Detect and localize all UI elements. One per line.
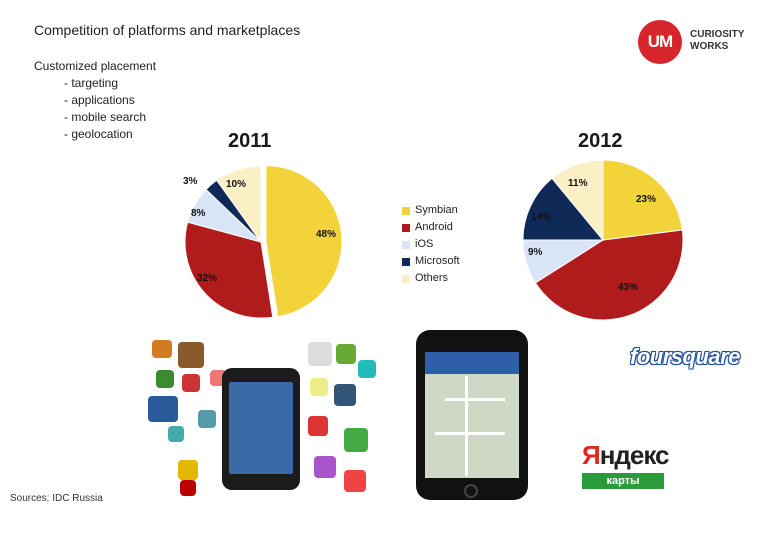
sources-note: Sources: IDC Russia: [10, 493, 103, 504]
logo-line1: CURIOSITY: [690, 29, 745, 40]
bullet-item: - targeting: [64, 76, 119, 90]
data-label-2011-ios: 8%: [191, 208, 206, 219]
data-label-2012-ios: 9%: [528, 247, 543, 258]
yandex-maps-logo: Яндекс карты: [582, 440, 669, 489]
legend-item-microsoft: Microsoft: [402, 253, 460, 270]
data-label-2012-symbian: 23%: [636, 194, 657, 205]
bullet-head: Customized placement: [34, 59, 157, 73]
chart-title-2011: 2011: [228, 130, 272, 152]
pie-slice-2012-microsoft: [522, 177, 605, 241]
pie-slice-2012-others: [551, 159, 604, 242]
slide-title: Competition of platforms and marketplace…: [34, 22, 301, 38]
iphone-maps-image: [416, 330, 528, 500]
bullet-item: - geolocation: [64, 127, 133, 141]
data-label-2011-others: 10%: [226, 179, 247, 190]
logo-mark: UM: [638, 20, 682, 64]
bullet-item: - mobile search: [64, 110, 147, 124]
data-label-2011-symbian: 48%: [316, 229, 337, 240]
data-label-2011-android: 32%: [197, 273, 218, 284]
logo-line2: WORKS: [690, 41, 729, 52]
logo-text: CURIOSITY WORKS: [690, 29, 744, 53]
pie-slice-2012-symbian: [602, 159, 683, 241]
legend-item-android: Android: [402, 219, 460, 236]
legend-item-symbian: Symbian: [402, 202, 460, 219]
yandex-maps-label: карты: [582, 473, 664, 489]
data-label-2012-others: 11%: [568, 178, 588, 189]
company-logo: UM CURIOSITY WORKS: [638, 20, 758, 64]
data-label-2012-microsoft: 14%: [531, 212, 552, 223]
yandex-wordmark: Яндекс: [582, 440, 669, 470]
pie-slice-2011-android: [184, 221, 274, 319]
bullet-list: Customized placement - targeting - appli…: [34, 58, 156, 143]
pie-slice-2011-symbian: [265, 165, 343, 318]
bullet-item: - applications: [64, 93, 135, 107]
foursquare-logo: foursquare: [630, 344, 740, 369]
app-icons-collage-image: [148, 330, 388, 502]
map-screen: [425, 352, 519, 478]
data-label-2012-android: 43%: [618, 282, 639, 293]
legend-item-others: Others: [402, 270, 460, 287]
legend-item-ios: iOS: [402, 236, 460, 253]
chart-legend: Symbian Android iOS Microsoft Others: [402, 202, 460, 287]
data-label-2011-microsoft: 3%: [183, 176, 198, 187]
pie-slice-2012-android: [534, 229, 684, 321]
pie-slice-2011-others: [216, 165, 262, 244]
chart-title-2012: 2012: [578, 130, 623, 152]
